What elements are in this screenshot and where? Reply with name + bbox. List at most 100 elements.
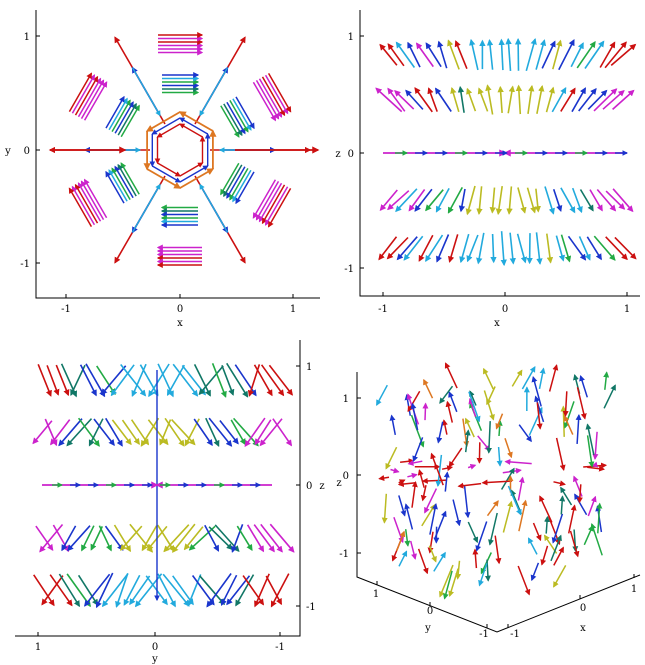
field-arrow xyxy=(505,37,512,71)
panel-yz-ytick-label: 0 xyxy=(306,481,312,492)
field-arrow xyxy=(77,417,100,447)
field-arrow xyxy=(80,79,105,119)
field-arrow xyxy=(157,162,181,177)
field-arrow xyxy=(108,169,128,202)
field-arrow xyxy=(187,574,202,607)
field-arrow xyxy=(558,39,575,71)
field-arrow xyxy=(538,367,546,390)
field-arrow xyxy=(467,463,477,470)
field-arrow xyxy=(171,419,196,446)
field-arrow xyxy=(111,419,132,446)
field-arrow xyxy=(105,170,125,204)
field-arrow xyxy=(521,366,536,390)
panel-3d-ztick-label: -1 xyxy=(339,549,349,560)
field-arrow xyxy=(602,89,625,110)
field-arrow xyxy=(410,402,419,431)
field-arrow xyxy=(172,363,199,397)
field-arrow xyxy=(504,458,532,465)
panel-yz-xlabel: y xyxy=(151,654,158,665)
field-arrow xyxy=(587,89,608,110)
field-arrow xyxy=(55,364,70,397)
field-arrow xyxy=(394,90,415,110)
field-arrow xyxy=(83,81,108,121)
field-arrow xyxy=(79,364,97,397)
field-arrow xyxy=(439,385,454,404)
panel-3d-zlabel: z xyxy=(336,478,341,489)
panel-3d-ytick-label: 1 xyxy=(373,589,379,600)
field-arrow xyxy=(117,163,137,197)
panel-xz-ytick-label: 1 xyxy=(348,32,354,43)
field-arrow xyxy=(163,524,190,553)
field-arrow xyxy=(199,575,226,606)
field-arrow xyxy=(113,524,131,553)
field-arrow xyxy=(567,235,587,261)
panel-3d-ztick-label: 0 xyxy=(343,471,349,482)
field-arrow xyxy=(139,364,159,397)
field-arrow xyxy=(584,40,605,69)
field-arrow xyxy=(550,534,562,562)
field-arrow xyxy=(409,540,417,560)
panel-xy: -1 0 1 1 0 -1 x y xyxy=(4,10,320,329)
field-arrow xyxy=(448,568,459,598)
field-arrow xyxy=(486,500,499,517)
field-arrow xyxy=(105,95,125,129)
panel-3d-xlabel: x xyxy=(580,623,586,634)
field-arrow xyxy=(563,401,575,429)
field-arrow xyxy=(172,575,194,606)
field-arrow xyxy=(49,574,73,607)
field-arrow xyxy=(111,99,131,132)
panel-xz-ylabel: z xyxy=(335,149,340,160)
field-arrow xyxy=(260,523,283,553)
field-arrow xyxy=(421,477,447,484)
field-arrow xyxy=(255,80,280,120)
field-arrow xyxy=(454,40,468,70)
field-arrow xyxy=(560,405,567,437)
field-arrow xyxy=(444,362,458,389)
field-arrow xyxy=(593,88,618,112)
field-arrow xyxy=(596,502,603,534)
field-arrow xyxy=(68,187,93,227)
field-arrow xyxy=(77,77,102,118)
field-arrow xyxy=(442,570,453,600)
field-arrow xyxy=(230,419,246,446)
field-arrow xyxy=(532,522,542,542)
field-arrow xyxy=(495,185,503,216)
field-arrow xyxy=(61,525,77,552)
field-arrow xyxy=(555,437,566,471)
field-arrow xyxy=(576,484,583,504)
field-arrow xyxy=(390,467,400,474)
field-arrow xyxy=(236,525,253,551)
field-arrow xyxy=(387,87,406,112)
field-arrow xyxy=(37,364,52,397)
field-arrow xyxy=(562,391,569,417)
field-arrow xyxy=(535,232,543,265)
field-arrow xyxy=(90,526,104,551)
field-arrow xyxy=(486,421,493,454)
field-arrow xyxy=(502,500,514,533)
field-arrow xyxy=(151,165,181,183)
field-arrow xyxy=(435,454,443,487)
field-arrow xyxy=(205,417,220,447)
field-arrow xyxy=(430,452,444,486)
field-arrow xyxy=(179,165,209,183)
field-arrow xyxy=(403,235,424,261)
field-arrow xyxy=(81,525,95,552)
field-arrow xyxy=(110,364,135,397)
field-arrow xyxy=(500,231,507,267)
field-arrow xyxy=(414,87,433,113)
field-arrow xyxy=(208,417,233,447)
field-arrow xyxy=(398,495,407,517)
field-arrow xyxy=(553,480,566,487)
field-arrow xyxy=(536,402,543,430)
field-arrow xyxy=(560,486,573,506)
panel-yz-ytick-label: -1 xyxy=(306,602,316,613)
field-arrow xyxy=(255,181,280,221)
field-arrow xyxy=(164,417,185,447)
field-arrow xyxy=(528,406,543,436)
field-arrow xyxy=(511,369,523,387)
field-arrow xyxy=(379,189,398,211)
field-arrow xyxy=(407,459,423,466)
field-arrow xyxy=(105,417,123,447)
field-arrow xyxy=(504,437,513,459)
